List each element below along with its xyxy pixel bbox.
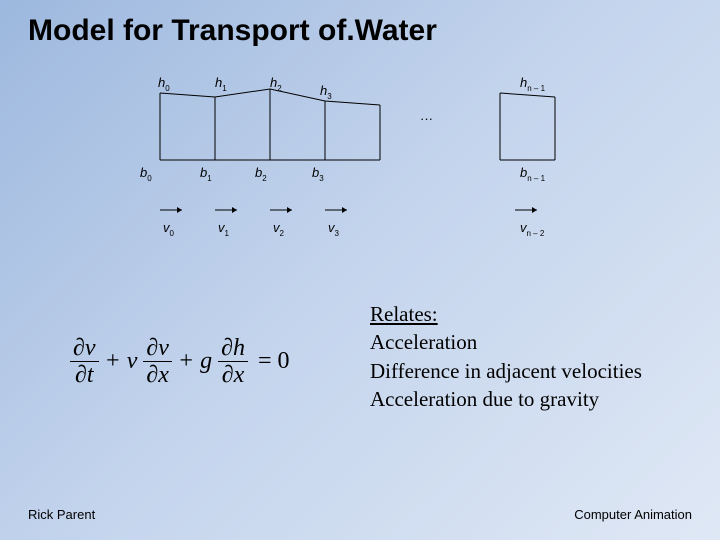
title-text: Model for Transport of.Water [28, 14, 437, 47]
diagram-svg: ···h0h1h2h3hn – 1b0b1b2b3bn – 1v0v1v2v3v… [120, 75, 620, 255]
eq-plus-2: + [178, 348, 194, 375]
svg-text:b1: b1 [200, 165, 212, 183]
svg-text:h3: h3 [320, 83, 332, 101]
svg-text:hn – 1: hn – 1 [520, 75, 546, 93]
eq-g: g [200, 348, 212, 375]
transport-equation: ∂v ∂t + v ∂v ∂x + g ∂h ∂x = 0 [70, 335, 290, 389]
svg-text:v1: v1 [218, 220, 230, 238]
svg-text:vn – 2: vn – 2 [520, 220, 545, 238]
footer-course: Computer Animation [574, 507, 692, 522]
svg-text:b3: b3 [312, 165, 324, 183]
svg-text:···: ··· [420, 111, 433, 126]
relates-block: Relates: Acceleration Difference in adja… [370, 300, 642, 413]
svg-text:b2: b2 [255, 165, 267, 183]
eq-equals-zero: = 0 [258, 348, 290, 375]
eq-term-dhdx: ∂h ∂x [218, 335, 248, 389]
svg-text:b0: b0 [140, 165, 152, 183]
svg-text:h0: h0 [158, 75, 170, 93]
relates-line: Acceleration [370, 328, 642, 356]
water-column-diagram: ···h0h1h2h3hn – 1b0b1b2b3bn – 1v0v1v2v3v… [120, 75, 620, 255]
svg-text:v0: v0 [163, 220, 175, 238]
footer-author: Rick Parent [28, 507, 95, 522]
eq-term-dvdx: ∂v ∂x [143, 335, 172, 389]
eq-term-dvdt: ∂v ∂t [70, 335, 99, 389]
relates-header: Relates: [370, 300, 642, 328]
svg-text:bn – 1: bn – 1 [520, 165, 546, 183]
relates-line: Difference in adjacent velocities [370, 357, 642, 385]
page-title: Model for Transport of.Water [28, 14, 437, 48]
eq-plus-1: + [105, 348, 121, 375]
svg-text:v2: v2 [273, 220, 285, 238]
svg-text:v3: v3 [328, 220, 340, 238]
relates-line: Acceleration due to gravity [370, 385, 642, 413]
eq-v: v [127, 348, 138, 375]
svg-text:h1: h1 [215, 75, 227, 93]
